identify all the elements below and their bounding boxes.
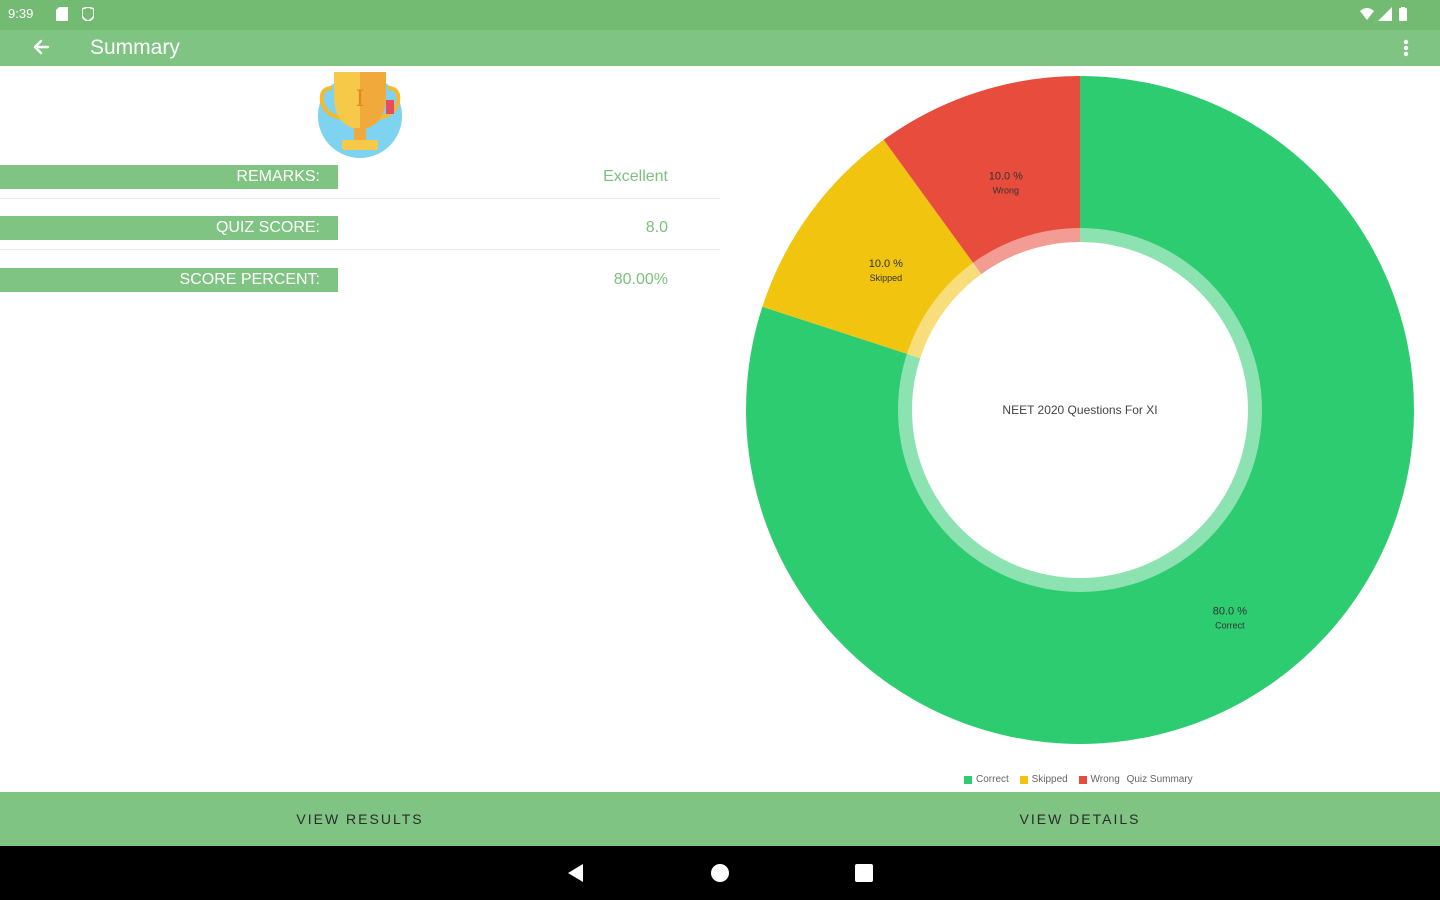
system-nav-bar <box>0 846 1440 900</box>
donut-hole <box>912 242 1248 578</box>
divider <box>0 249 720 250</box>
quiz-donut-chart: 80.0 % Correct 10.0 % Skipped 10.0 % Wrong NEE… <box>746 76 1414 744</box>
remarks-label: REMARKS: <box>0 165 338 189</box>
legend-skipped: Skipped <box>1031 774 1068 785</box>
score-percent-label: SCORE PERCENT: <box>0 268 338 292</box>
slice-value-label: 80.0 % <box>1213 605 1247 617</box>
shield-icon <box>82 7 94 21</box>
trophy-icon: I <box>318 72 402 158</box>
nav-recents-icon[interactable] <box>853 862 875 884</box>
legend-correct: Correct <box>976 774 1009 785</box>
quiz-score-row: QUIZ SCORE: 8.0 <box>0 216 720 250</box>
quiz-score-value: 8.0 <box>645 219 668 236</box>
sd-card-icon <box>56 7 68 21</box>
status-time: 9:39 <box>8 6 34 21</box>
slice-name-label: Skipped <box>870 273 903 283</box>
score-percent-value: 80.00% <box>613 271 668 288</box>
slice-value-label: 10.0 % <box>989 171 1023 183</box>
view-results-button[interactable]: VIEW RESULTS <box>296 811 424 827</box>
svg-text:I: I <box>356 87 365 112</box>
slice-name-label: Correct <box>1215 620 1245 630</box>
nav-back-icon[interactable] <box>565 862 587 884</box>
battery-icon <box>1399 7 1407 21</box>
more-vert-icon[interactable] <box>1396 34 1416 62</box>
chart-description: Quiz Summary <box>1126 774 1193 785</box>
wifi-icon <box>1360 8 1374 20</box>
status-bar: 9:39 <box>0 0 1440 30</box>
bottom-action-bar: VIEW RESULTS VIEW DETAILS <box>0 792 1440 846</box>
quiz-score-label: QUIZ SCORE: <box>0 216 338 240</box>
legend-wrong: Wrong <box>1090 774 1120 785</box>
legend-swatch-skipped <box>1019 775 1028 784</box>
app-bar: Summary <box>0 30 1440 66</box>
legend-swatch-wrong <box>1078 775 1087 784</box>
remarks-row: REMARKS: Excellent <box>0 165 720 199</box>
score-percent-row: SCORE PERCENT: 80.00% <box>0 268 720 298</box>
chart-legend: Correct Skipped Wrong Quiz Summary <box>960 774 1197 788</box>
divider <box>0 198 720 199</box>
slice-name-label: Wrong <box>993 186 1019 196</box>
legend-swatch-correct <box>964 775 972 784</box>
back-arrow-icon[interactable] <box>26 32 56 62</box>
slice-value-label: 10.0 % <box>869 258 903 270</box>
nav-home-icon[interactable] <box>709 862 731 884</box>
remarks-value: Excellent <box>603 168 668 185</box>
chart-center-text: NEET 2020 Questions For XI <box>1002 403 1157 417</box>
view-details-button[interactable]: VIEW DETAILS <box>1019 811 1141 827</box>
signal-icon <box>1378 7 1392 21</box>
page-title: Summary <box>90 36 180 59</box>
